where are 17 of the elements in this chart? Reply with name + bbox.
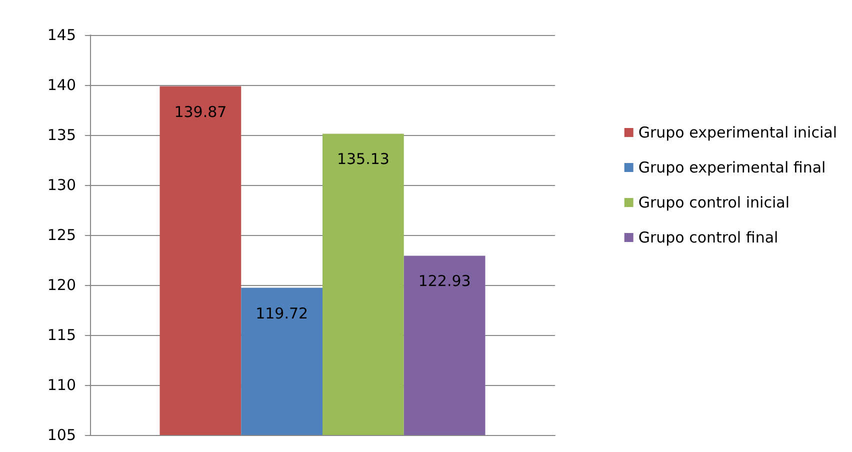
y-tick-label: 140 (47, 76, 76, 94)
y-tick-label: 125 (47, 226, 76, 244)
y-tick-label: 130 (47, 176, 76, 194)
data-label: 135.13 (336, 150, 390, 168)
y-tick-label: 105 (47, 426, 76, 444)
legend-label: Grupo experimental inicial (638, 124, 838, 142)
legend-label: Grupo control final (638, 228, 778, 246)
y-tick-label: 110 (47, 376, 76, 394)
y-tick-label: 145 (47, 26, 76, 44)
y-tick-label: 135 (47, 126, 76, 144)
data-label: 122.93 (418, 272, 471, 290)
y-tick-label: 115 (47, 326, 76, 344)
data-label: 119.72 (256, 304, 308, 322)
data-label: 139.87 (174, 102, 227, 121)
legend-label: Grupo control inicial (638, 194, 790, 212)
y-tick-label: 120 (47, 276, 76, 294)
legend-label: Grupo experimental final (638, 158, 826, 176)
